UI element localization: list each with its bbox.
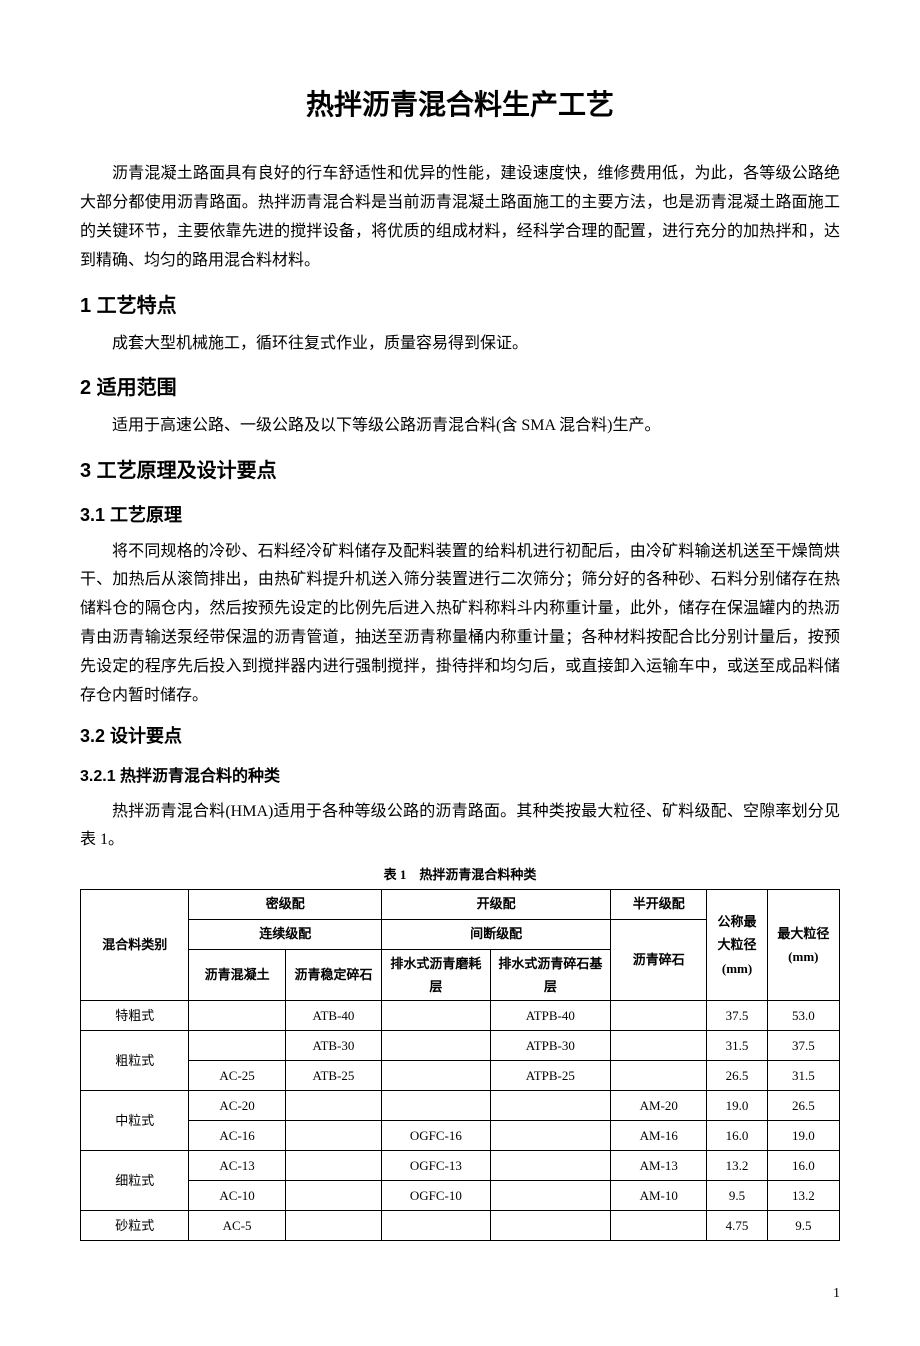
th-am: 沥青碎石 [611,919,707,1001]
cell-nom: 13.2 [707,1151,767,1181]
cell-nom: 19.0 [707,1091,767,1121]
cell-ogfc: OGFC-10 [382,1181,490,1211]
cell-nom: 9.5 [707,1181,767,1211]
cell-ac [189,1031,285,1061]
table-row: 砂粒式 AC-5 4.75 9.5 [81,1211,840,1241]
cell-max: 13.2 [767,1181,839,1211]
th-atpb: 排水式沥青碎石基层 [490,949,610,1001]
intro-paragraph: 沥青混凝土路面具有良好的行车舒适性和优异的性能，建设速度快，维修费用低，为此，各… [80,160,840,275]
section-1-body: 成套大型机械施工，循环往复式作业，质量容易得到保证。 [80,330,840,359]
table-1-body: 特粗式 ATB-40 ATPB-40 37.5 53.0 粗粒式 ATB-30 … [81,1001,840,1241]
cell-atb: ATB-30 [285,1031,381,1061]
cell-atpb [490,1121,610,1151]
cell-max: 19.0 [767,1121,839,1151]
table-row: AC-25 ATB-25 ATPB-25 26.5 31.5 [81,1061,840,1091]
section-3-2-heading: 3.2 设计要点 [80,720,840,752]
section-3-2-1-body: 热拌沥青混合料(HMA)适用于各种等级公路的沥青路面。其种类按最大粒径、矿料级配… [80,798,840,856]
th-open: 开级配 [382,889,611,919]
section-3-1-heading: 3.1 工艺原理 [80,499,840,531]
cell-ogfc [382,1031,490,1061]
cell-nom: 4.75 [707,1211,767,1241]
cell-atpb: ATPB-40 [490,1001,610,1031]
cell-atpb [490,1151,610,1181]
th-ac: 沥青混凝土 [189,949,285,1001]
cell-ac: AC-25 [189,1061,285,1091]
table-row: 特粗式 ATB-40 ATPB-40 37.5 53.0 [81,1001,840,1031]
cell-am: AM-13 [611,1151,707,1181]
cell-ogfc: OGFC-13 [382,1151,490,1181]
th-nominal: 公称最大粒径(mm) [707,889,767,1001]
cell-am: AM-20 [611,1091,707,1121]
cell-atpb [490,1091,610,1121]
cell-max: 16.0 [767,1151,839,1181]
table-row: 粗粒式 ATB-30 ATPB-30 31.5 37.5 [81,1031,840,1061]
table-1-caption: 表 1 热拌沥青混合料种类 [80,863,840,886]
cell-max: 53.0 [767,1001,839,1031]
cell-atb [285,1091,381,1121]
table-1-header: 混合料类别 密级配 开级配 半开级配 公称最大粒径(mm) 最大粒径(mm) 连… [81,889,840,1001]
cell-ac: AC-20 [189,1091,285,1121]
cell-atpb [490,1181,610,1211]
cell-atpb [490,1211,610,1241]
table-1: 混合料类别 密级配 开级配 半开级配 公称最大粒径(mm) 最大粒径(mm) 连… [80,889,840,1242]
section-2-heading: 2 适用范围 [80,370,840,406]
cell-max: 26.5 [767,1091,839,1121]
cell-am [611,1061,707,1091]
cell-am: AM-16 [611,1121,707,1151]
cell-cat: 细粒式 [81,1151,189,1211]
cell-cat: 粗粒式 [81,1031,189,1091]
section-2-body: 适用于高速公路、一级公路及以下等级公路沥青混合料(含 SMA 混合料)生产。 [80,412,840,441]
cell-am [611,1001,707,1031]
cell-max: 31.5 [767,1061,839,1091]
cell-atb: ATB-40 [285,1001,381,1031]
cell-cat: 砂粒式 [81,1211,189,1241]
th-ogfc: 排水式沥青磨耗层 [382,949,490,1001]
cell-ac [189,1001,285,1031]
cell-ogfc [382,1061,490,1091]
document-title: 热拌沥青混合料生产工艺 [80,80,840,130]
cell-ogfc: OGFC-16 [382,1121,490,1151]
cell-atb [285,1211,381,1241]
cell-ac: AC-13 [189,1151,285,1181]
cell-nom: 31.5 [707,1031,767,1061]
cell-ogfc [382,1001,490,1031]
cell-nom: 16.0 [707,1121,767,1151]
cell-atb [285,1121,381,1151]
table-row: 细粒式 AC-13 OGFC-13 AM-13 13.2 16.0 [81,1151,840,1181]
th-max: 最大粒径(mm) [767,889,839,1001]
table-row: AC-10 OGFC-10 AM-10 9.5 13.2 [81,1181,840,1211]
cell-atpb: ATPB-30 [490,1031,610,1061]
cell-max: 9.5 [767,1211,839,1241]
page-number: 1 [80,1281,840,1306]
cell-atb [285,1151,381,1181]
cell-ac: AC-5 [189,1211,285,1241]
cell-am [611,1031,707,1061]
cell-cat: 特粗式 [81,1001,189,1031]
cell-ac: AC-10 [189,1181,285,1211]
section-3-2-1-heading: 3.2.1 热拌沥青混合料的种类 [80,763,840,792]
section-1-heading: 1 工艺特点 [80,288,840,324]
table-row: 中粒式 AC-20 AM-20 19.0 26.5 [81,1091,840,1121]
cell-nom: 37.5 [707,1001,767,1031]
th-type: 混合料类别 [81,889,189,1001]
cell-am: AM-10 [611,1181,707,1211]
cell-atb: ATB-25 [285,1061,381,1091]
cell-ac: AC-16 [189,1121,285,1151]
th-continuous: 连续级配 [189,919,382,949]
cell-ogfc [382,1211,490,1241]
cell-cat: 中粒式 [81,1091,189,1151]
th-dense: 密级配 [189,889,382,919]
table-row: AC-16 OGFC-16 AM-16 16.0 19.0 [81,1121,840,1151]
cell-nom: 26.5 [707,1061,767,1091]
cell-max: 37.5 [767,1031,839,1061]
th-gap: 间断级配 [382,919,611,949]
cell-am [611,1211,707,1241]
section-3-heading: 3 工艺原理及设计要点 [80,453,840,489]
cell-ogfc [382,1091,490,1121]
th-semi-open: 半开级配 [611,889,707,919]
cell-atpb: ATPB-25 [490,1061,610,1091]
section-3-1-body: 将不同规格的冷砂、石料经冷矿料储存及配料装置的给料机进行初配后，由冷矿料输送机送… [80,538,840,711]
cell-atb [285,1181,381,1211]
th-atb: 沥青稳定碎石 [285,949,381,1001]
